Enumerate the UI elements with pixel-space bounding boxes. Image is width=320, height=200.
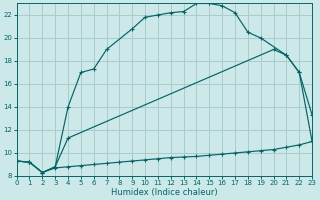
X-axis label: Humidex (Indice chaleur): Humidex (Indice chaleur) (111, 188, 218, 197)
